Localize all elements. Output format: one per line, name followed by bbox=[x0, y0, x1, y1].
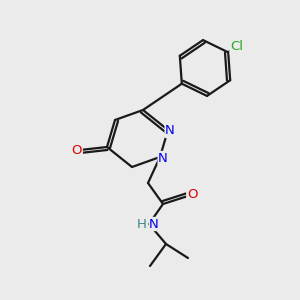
Text: N: N bbox=[158, 152, 168, 164]
Text: O: O bbox=[72, 143, 82, 157]
Text: N: N bbox=[149, 218, 159, 230]
Text: Cl: Cl bbox=[230, 40, 243, 53]
Text: H: H bbox=[137, 218, 147, 230]
Text: O: O bbox=[187, 188, 197, 202]
Text: N: N bbox=[165, 124, 175, 137]
